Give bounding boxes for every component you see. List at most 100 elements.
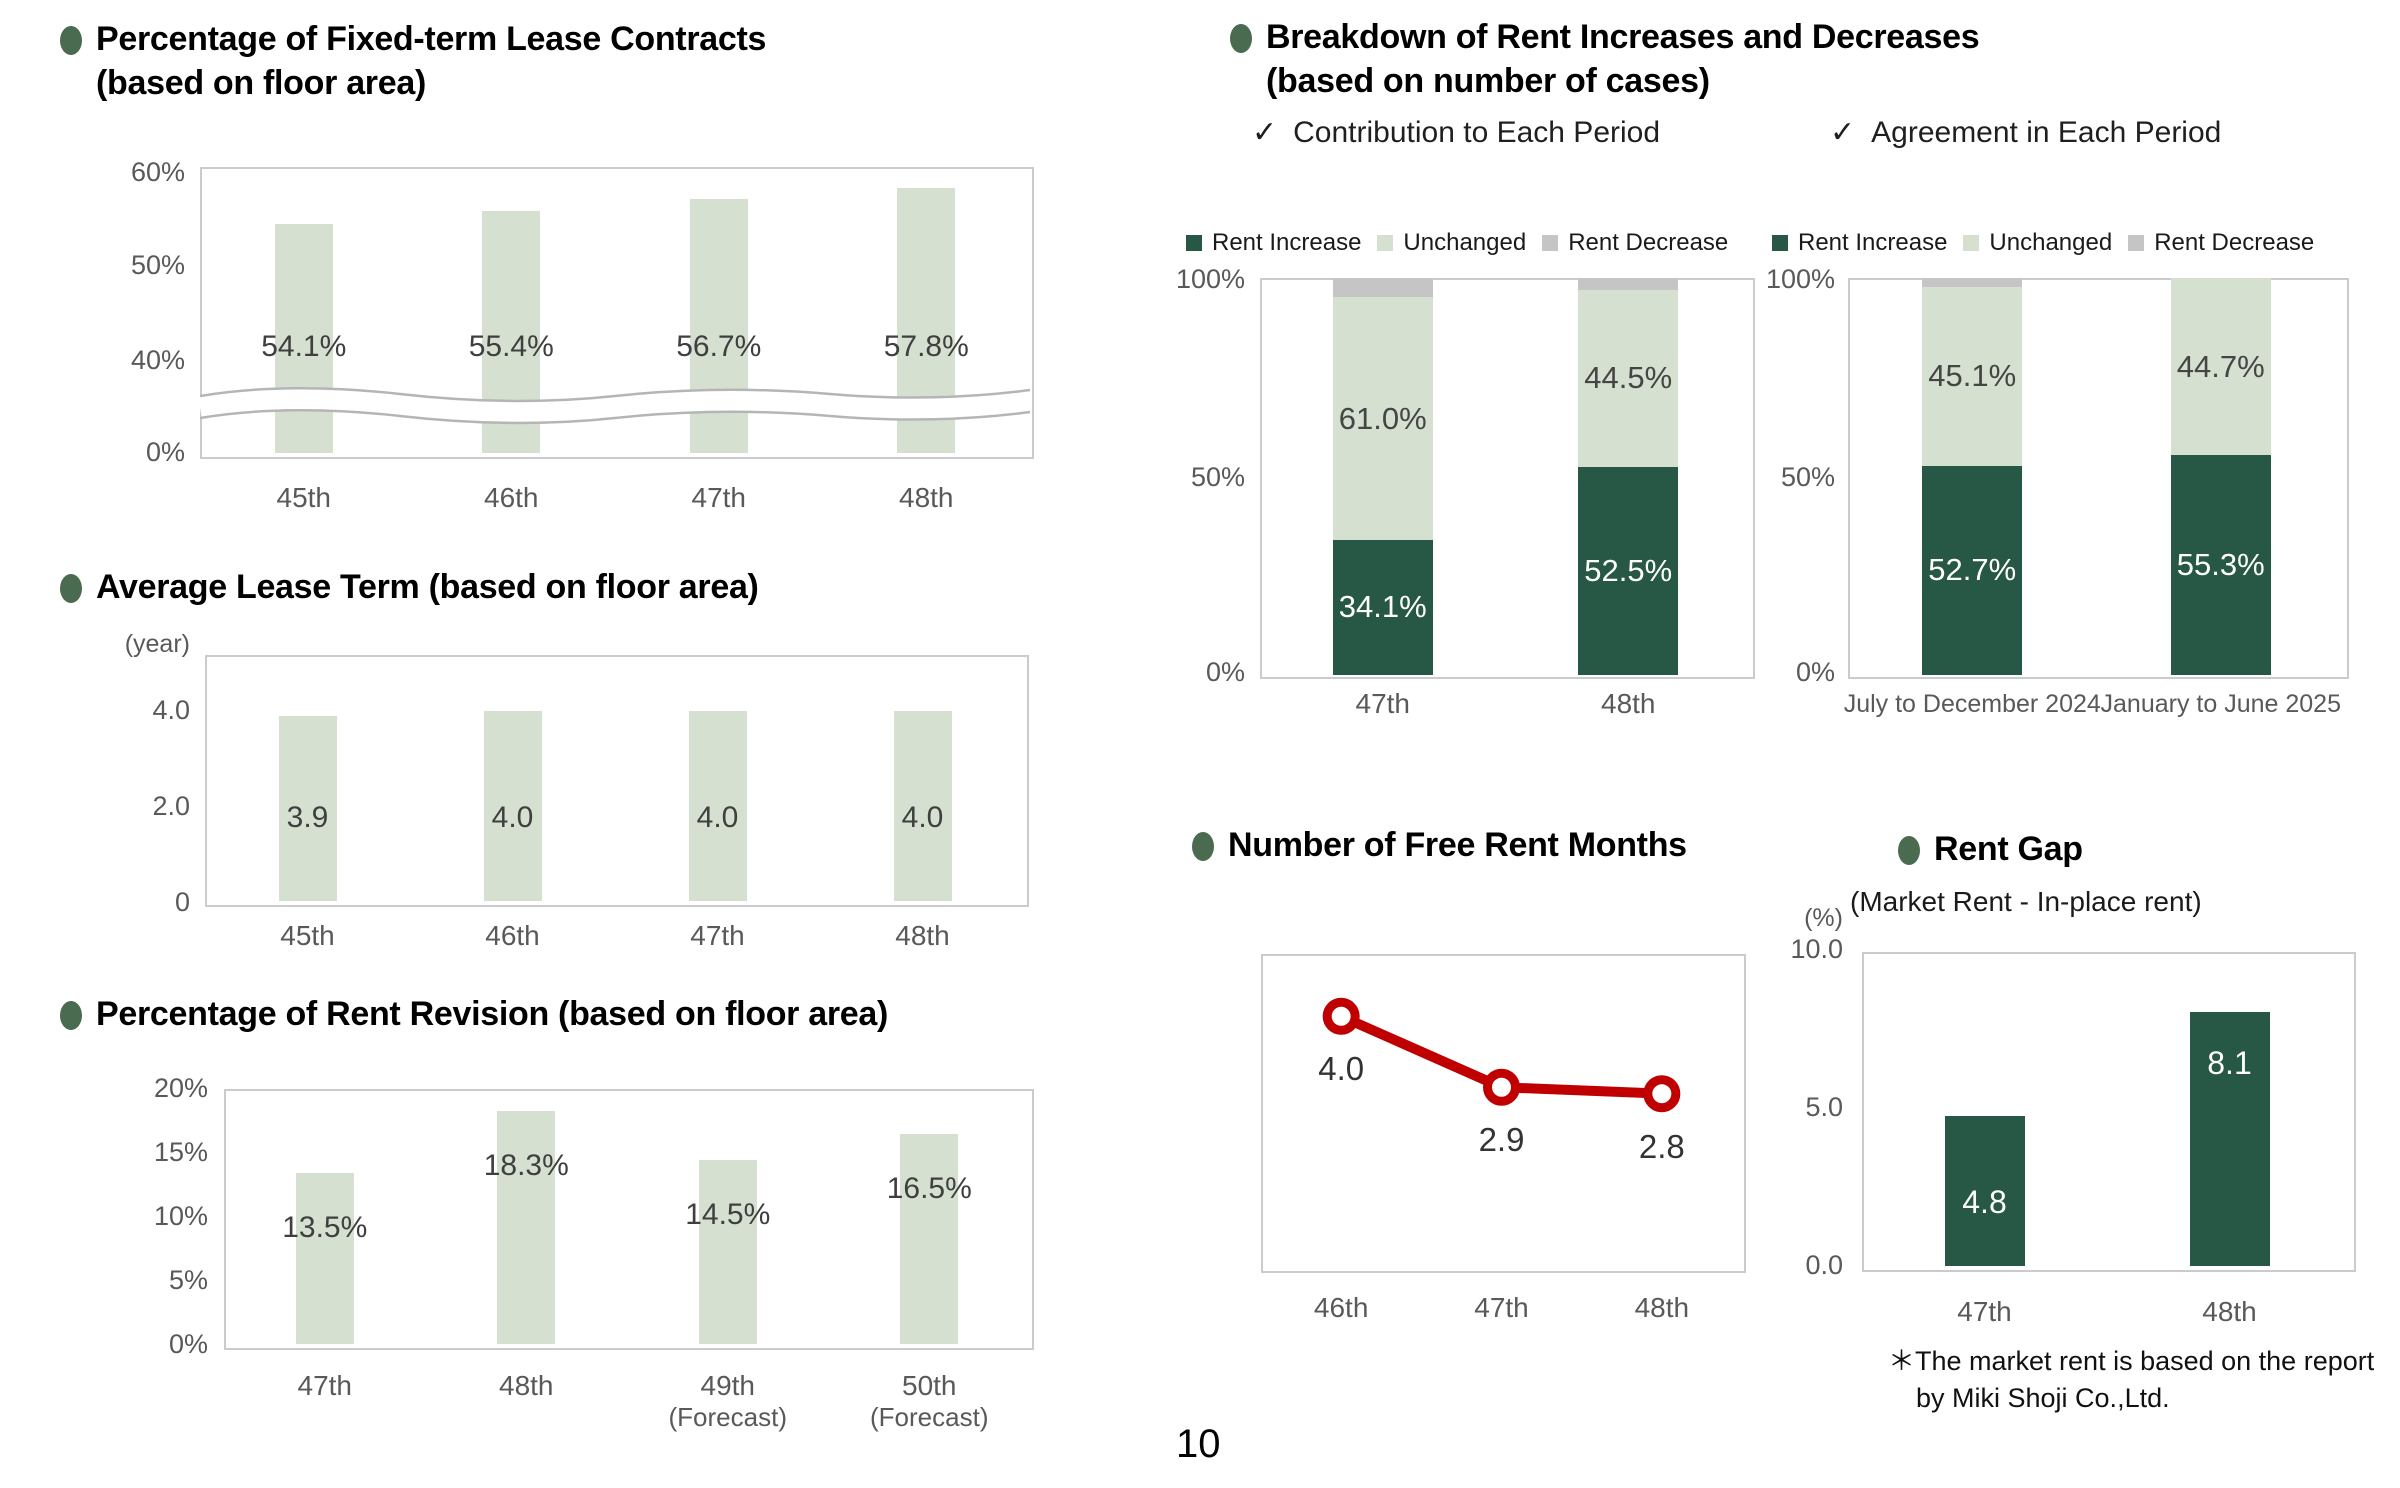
agreement-x-label: January to June 2025	[2100, 690, 2341, 718]
rent-decrease-swatch-icon	[1542, 235, 1559, 251]
rent-gap-bar-label: 4.8	[1962, 1184, 2007, 1221]
agreement-y-tick: 0%	[1795, 657, 1835, 687]
free-rent-point-marker	[1322, 997, 1360, 1035]
agreement-unchanged-label: 45.1%	[1928, 358, 2017, 394]
breakdown-title-text2: (based on number of cases)	[1266, 62, 1710, 100]
check-contribution-text: Contribution to Each Period	[1293, 116, 1661, 149]
rent-gap-subtitle: (Market Rent - In-place rent)	[1850, 886, 2202, 917]
lease-term-x-label: 47th	[690, 920, 745, 951]
rent-revision-title: Percentage of Rent Revision (based on fl…	[60, 997, 888, 1031]
agreement-segment-increase	[2170, 455, 2271, 675]
rent-gap-y-tick: 5.0	[1805, 1092, 1843, 1122]
contribution-y-tick: 100%	[1175, 264, 1245, 294]
fixed-term-y-tick: 60%	[130, 157, 185, 187]
rent-revision-x-label-note: (Forecast)	[668, 1402, 787, 1432]
legend-label: Rent Decrease	[1568, 229, 1729, 256]
legend-label: Rent Decrease	[2154, 229, 2315, 256]
lease-term-y-tick: 4.0	[152, 695, 190, 725]
fixed-term-title-line1: Percentage of Fixed-term Lease Contracts	[60, 22, 766, 56]
contribution-segment-increase	[1332, 539, 1433, 675]
free-rent-point-marker	[1483, 1068, 1520, 1106]
rent-revision-plot	[224, 1089, 1034, 1350]
free-rent-line-chart	[1322, 997, 1681, 1113]
contribution-segment-unchanged	[1578, 289, 1679, 467]
page-number: 10	[1176, 1422, 1221, 1466]
rent-gap-title: Rent Gap	[1898, 832, 2083, 866]
fixed-term-title-text: Percentage of Fixed-term Lease Contracts	[96, 20, 767, 58]
contribution-segment-increase	[1578, 466, 1679, 675]
free-rent-point-label: 2.8	[1638, 1127, 1685, 1165]
rent-increase-swatch-icon	[1772, 235, 1788, 251]
rent-revision-y-tick: 20%	[153, 1073, 208, 1103]
rent-increase-swatch-icon	[1186, 235, 1202, 251]
agreement-y-tick: 100%	[1765, 264, 1835, 294]
contribution-legend: Rent Increase Unchanged Rent Decrease	[1186, 229, 1728, 257]
rent-gap-x-label: 48th	[2202, 1296, 2257, 1327]
contribution-x-label: 47th	[1355, 688, 1411, 719]
lease-term-bar-label: 3.9	[286, 801, 329, 834]
contribution-increase-label: 34.1%	[1338, 589, 1427, 625]
lease-term-title-text: Average Lease Term (based on floor area)	[96, 568, 759, 606]
rent-gap-footnote-line2: by Miki Shoji Co.,Ltd.	[1916, 1383, 2170, 1413]
agreement-increase-label: 52.7%	[1928, 552, 2017, 588]
fixed-term-x-label: 45th	[276, 482, 332, 513]
rent-revision-bar	[900, 1133, 959, 1344]
rent-gap-x-label: 47th	[1957, 1296, 2012, 1327]
fixed-term-bar-label: 56.7%	[676, 330, 762, 363]
fixed-term-x-label: 48th	[899, 482, 954, 513]
legend-item-unchanged: Unchanged	[1377, 229, 1526, 257]
agreement-legend: Rent Increase Unchanged Rent Decrease	[1772, 229, 2314, 257]
agreement-segment-decrease	[1922, 278, 2023, 287]
free-rent-title: Number of Free Rent Months	[1192, 828, 1687, 862]
lease-term-bar	[483, 711, 542, 901]
legend-label: Rent Increase	[1212, 229, 1362, 256]
check-agreement: ✓ Agreement in Each Period	[1830, 118, 2221, 148]
fixed-term-title-line2: (based on floor area)	[96, 66, 426, 100]
rent-revision-bar-label: 14.5%	[685, 1197, 771, 1231]
lease-term-x-label: 46th	[485, 920, 540, 951]
rent-revision-x-label: 50th	[902, 1370, 957, 1401]
lease-term-bar-label: 4.0	[696, 801, 739, 834]
rent-revision-y-tick: 0%	[168, 1329, 208, 1359]
lease-term-bar-label: 4.0	[491, 801, 534, 834]
lease-term-y-tick: 2.0	[152, 791, 190, 821]
fixed-term-title-text2: (based on floor area)	[96, 64, 426, 102]
legend-item-rent-increase: Rent Increase	[1772, 229, 1947, 257]
rent-revision-bar-label: 16.5%	[886, 1171, 972, 1205]
unchanged-swatch-icon	[1377, 235, 1394, 251]
rent-decrease-swatch-icon	[2128, 235, 2145, 251]
breakdown-title-line2: (based on number of cases)	[1266, 64, 1710, 98]
free-rent-x-label: 47th	[1474, 1292, 1529, 1323]
rent-revision-x-label-note: (Forecast)	[870, 1402, 989, 1432]
section-bullet-icon	[60, 574, 82, 603]
contribution-y-tick: 0%	[1205, 657, 1245, 687]
legend-label: Unchanged	[1989, 229, 2113, 256]
agreement-unchanged-label: 44.7%	[2176, 348, 2265, 384]
rent-gap-plot	[1862, 952, 2356, 1272]
fixed-term-bar-label: 54.1%	[261, 330, 347, 363]
agreement-increase-label: 55.3%	[2176, 547, 2265, 583]
rent-revision-x-label: 48th	[499, 1370, 554, 1401]
rent-gap-unit-label: (%)	[1804, 904, 1843, 932]
check-contribution: ✓ Contribution to Each Period	[1252, 118, 1660, 148]
contribution-segment-unchanged	[1332, 297, 1433, 540]
contribution-y-tick: 50%	[1190, 462, 1245, 492]
fixed-term-y-tick: 40%	[130, 345, 185, 375]
free-rent-title-text: Number of Free Rent Months	[1228, 826, 1687, 864]
lease-term-bar	[688, 711, 747, 901]
checkmark-icon: ✓	[1252, 116, 1278, 149]
lease-term-bar	[893, 711, 952, 901]
contribution-segment-decrease	[1332, 278, 1433, 298]
contribution-unchanged-label: 44.5%	[1584, 360, 1673, 396]
legend-item-unchanged: Unchanged	[1963, 229, 2112, 257]
lease-term-unit-label: (year)	[124, 630, 190, 658]
legend-item-rent-increase: Rent Increase	[1186, 229, 1361, 257]
breakdown-title-text: Breakdown of Rent Increases and Decrease…	[1266, 18, 1980, 56]
rent-gap-y-tick: 0.0	[1805, 1250, 1843, 1280]
free-rent-point-label: 4.0	[1318, 1050, 1365, 1088]
fixed-term-x-label: 46th	[484, 482, 539, 513]
rent-revision-y-tick: 15%	[153, 1137, 208, 1167]
free-rent-x-label: 46th	[1313, 1292, 1369, 1323]
lease-term-plot	[205, 655, 1029, 907]
